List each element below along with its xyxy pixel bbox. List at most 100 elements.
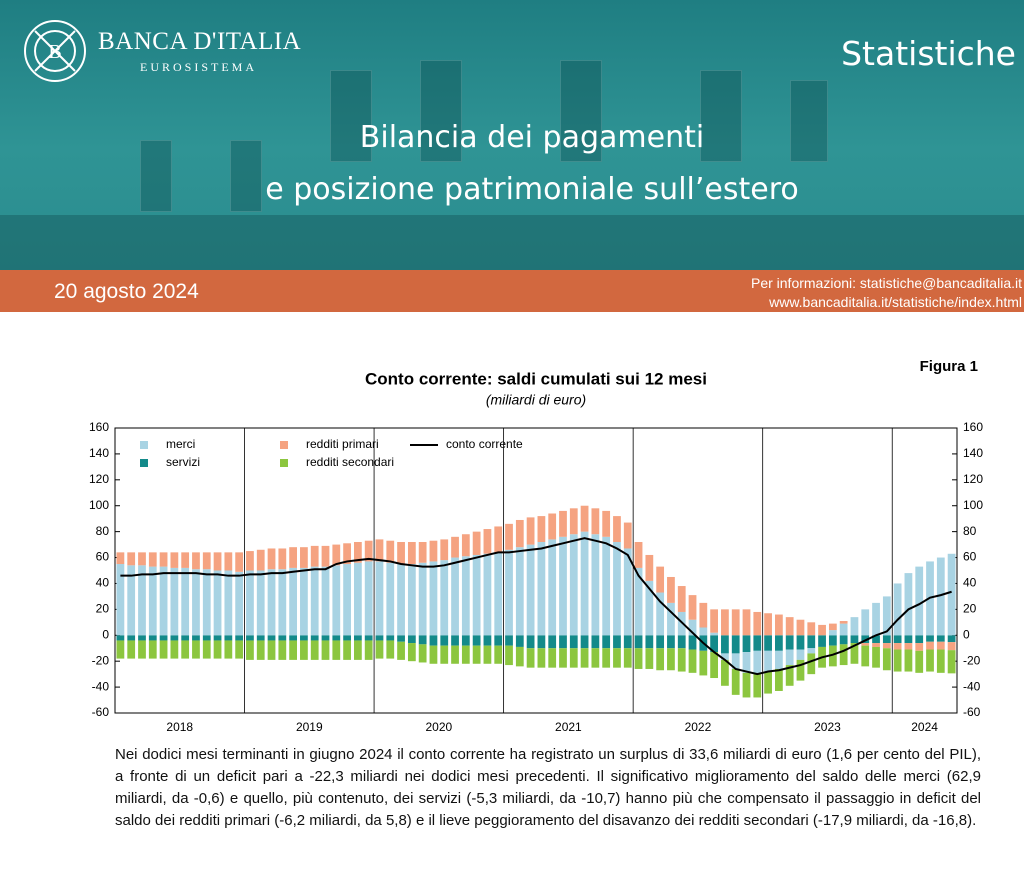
- bar-segment: [742, 672, 751, 698]
- bar-segment: [364, 561, 373, 636]
- bar-segment: [505, 645, 513, 666]
- bar-segment: [159, 566, 168, 636]
- bar-segment: [537, 635, 546, 649]
- bar-segment: [472, 645, 481, 664]
- bar-segment: [872, 635, 880, 644]
- bar-segment: [278, 569, 287, 636]
- bar-segment: [926, 641, 934, 650]
- y-tick-label: 60: [96, 550, 110, 564]
- bar-segment: [170, 552, 179, 568]
- bar-segment: [904, 573, 913, 636]
- bar-segment: [893, 643, 902, 650]
- bank-system: EUROSISTEMA: [140, 60, 258, 74]
- chart: Conto corrente: saldi cumulati sui 12 me…: [89, 369, 983, 734]
- bar-segment: [850, 643, 859, 664]
- y-tick-label: -60: [92, 705, 110, 719]
- bar-segment: [181, 640, 190, 659]
- bar-segment: [364, 640, 373, 660]
- bar-segment: [926, 649, 934, 672]
- legend-label: conto corrente: [446, 437, 523, 451]
- y2-tick-label: 120: [963, 472, 983, 486]
- bar-segment: [440, 539, 449, 561]
- bar-segment: [451, 557, 459, 636]
- y2-tick-label: 140: [963, 446, 983, 460]
- bar-segment: [202, 552, 211, 570]
- bar-segment: [926, 635, 934, 642]
- legend-swatch: [280, 441, 288, 449]
- bar-segment: [375, 640, 384, 659]
- y-tick-label: -40: [92, 679, 110, 693]
- report-title: Bilancia dei pagamenti e posizione patri…: [0, 112, 1024, 216]
- bar-segment: [202, 640, 211, 659]
- bar-segment: [548, 513, 557, 540]
- bar-segment: [300, 547, 308, 568]
- bar-segment: [796, 649, 805, 660]
- bar-segment: [246, 635, 254, 641]
- bar-segment: [623, 635, 632, 649]
- y2-tick-label: 160: [963, 420, 983, 434]
- bar-segment: [278, 635, 287, 641]
- bar-segment: [915, 643, 924, 651]
- bar-segment: [235, 635, 244, 641]
- bar-segment: [667, 602, 675, 636]
- bar-segment: [559, 536, 567, 636]
- bar-segment: [721, 609, 729, 636]
- bar-segment: [882, 635, 891, 644]
- bar-segment: [192, 635, 200, 641]
- bar-segment: [591, 534, 600, 636]
- bar-segment: [526, 544, 535, 636]
- x-tick-label: 2018: [166, 720, 193, 734]
- bar-segment: [623, 548, 632, 636]
- bar-segment: [699, 602, 708, 628]
- bar-segment: [397, 542, 405, 565]
- bar-segment: [656, 635, 665, 649]
- bar-segment: [602, 510, 611, 537]
- bar-segment: [170, 640, 179, 659]
- bar-segment: [764, 613, 772, 636]
- bar-segment: [710, 609, 719, 633]
- bar-segment: [774, 668, 783, 691]
- bar-segment: [613, 648, 621, 668]
- bar-segment: [353, 562, 362, 636]
- bar-segment: [343, 543, 351, 565]
- bar-segment: [807, 648, 816, 654]
- bar-segment: [526, 517, 535, 545]
- bar-segment: [915, 650, 924, 673]
- bar-segment: [170, 567, 179, 636]
- bar-segment: [872, 602, 880, 636]
- bar-segment: [267, 640, 276, 660]
- bar-segment: [407, 643, 416, 662]
- window: [790, 80, 828, 162]
- bar-segment: [451, 536, 459, 558]
- y-tick-label: 80: [96, 524, 110, 538]
- bar-segment: [127, 565, 136, 636]
- bar-segment: [807, 653, 816, 675]
- legend-swatch: [140, 441, 148, 449]
- bar-segment: [321, 566, 330, 636]
- bar-segment: [688, 619, 697, 636]
- bar-segment: [569, 508, 578, 535]
- bar-segment: [505, 549, 513, 636]
- bar-segment: [721, 635, 729, 654]
- bar-segment: [613, 516, 621, 542]
- bar-segment: [645, 648, 654, 669]
- bar-segment: [591, 635, 600, 649]
- x-tick-label: 2021: [555, 720, 582, 734]
- bar-segment: [915, 566, 924, 636]
- bar-segment: [656, 648, 665, 671]
- bar-segment: [537, 516, 546, 542]
- y-tick-label: 140: [89, 446, 109, 460]
- bar-segment: [148, 566, 157, 636]
- bar-segment: [407, 542, 416, 565]
- bar-segment: [807, 622, 816, 636]
- bar-segment: [170, 635, 179, 641]
- bar-segment: [397, 641, 405, 660]
- bar-segment: [623, 648, 632, 668]
- bar-segment: [181, 635, 190, 641]
- bar-segment: [753, 611, 762, 636]
- bar-segment: [483, 529, 492, 554]
- bar-segment: [580, 505, 589, 532]
- window: [560, 60, 602, 162]
- bar-segment: [224, 552, 233, 571]
